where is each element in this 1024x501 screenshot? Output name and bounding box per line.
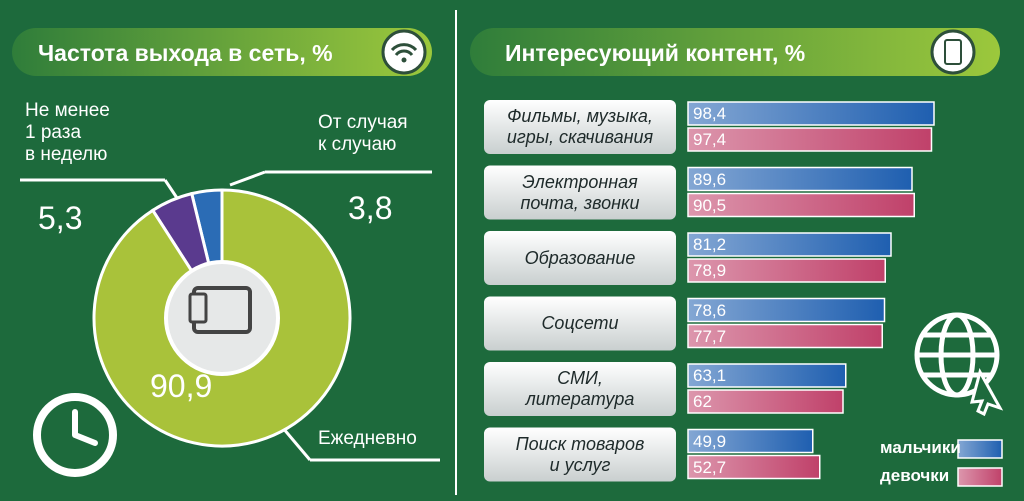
category-label: Не менее 1 раза в неделю [25,100,110,165]
header-band [470,28,1000,76]
bar-shine [688,233,891,256]
value-label: 3,8 [348,190,393,226]
bar-shine [688,390,843,413]
clock-icon [33,393,117,477]
category-box [484,231,676,285]
leader-line [229,170,266,187]
category-label: Ежедневно [318,428,417,449]
bar-shine [688,364,846,387]
category-label: От случая к случаю [318,112,408,155]
value-label: 5,3 [38,200,83,236]
value-label: 78,6 [693,300,727,320]
wifi-icon [401,57,407,63]
value-label: 90,5 [693,195,727,215]
legend-label: мальчики [880,438,961,457]
bar-shine [688,324,883,348]
category-box [484,100,676,154]
legend-shine [958,468,1002,486]
value-label: 89,6 [693,169,727,189]
value-label: 77,7 [693,326,727,346]
clock-icon [72,409,98,446]
bar-shine [688,429,813,453]
category-label: СМИ, литература [525,368,635,409]
globe-icon [914,312,1000,398]
category-label: Электронная почта, звонки [520,171,640,213]
bar-shine [688,193,915,217]
category-label: Фильмы, музыка, игры, скачивания [506,106,654,147]
chart-title: Частота выхода в сеть, % [38,40,333,66]
value-label: 78,9 [693,261,727,280]
value-label: 52,7 [693,457,727,477]
value-label: 97,4 [693,130,727,149]
center-disc [164,260,280,376]
legend-label: девочки [880,466,950,485]
header-band [12,28,432,76]
chart-title: Интересующий контент, % [505,40,806,66]
legend-shine [958,440,1002,458]
category-box [484,165,676,220]
bar-shine [688,259,886,282]
value-label: 98,4 [693,104,727,123]
content-icon [930,29,976,75]
value-label: 81,2 [693,235,727,254]
category-label: Образование [524,247,636,268]
bar-shine [688,102,934,125]
wifi-icon [390,43,418,57]
value-label: 63,1 [693,366,727,385]
value-label: 49,9 [693,431,727,451]
cursor-icon [969,368,1004,417]
device-icon [188,292,208,324]
category-label: Поиск товаров и услуг [515,433,645,475]
category-box [484,427,676,482]
bar-shine [688,128,932,151]
category-box [484,362,676,416]
value-label: 90,9 [150,368,213,404]
value-label: 62 [693,392,712,411]
bar-shine [688,455,820,479]
bar-shine [688,298,885,322]
category-label: Соцсети [541,313,619,334]
category-box [484,296,676,351]
bar-shine [688,167,912,191]
content-icon [944,39,962,65]
